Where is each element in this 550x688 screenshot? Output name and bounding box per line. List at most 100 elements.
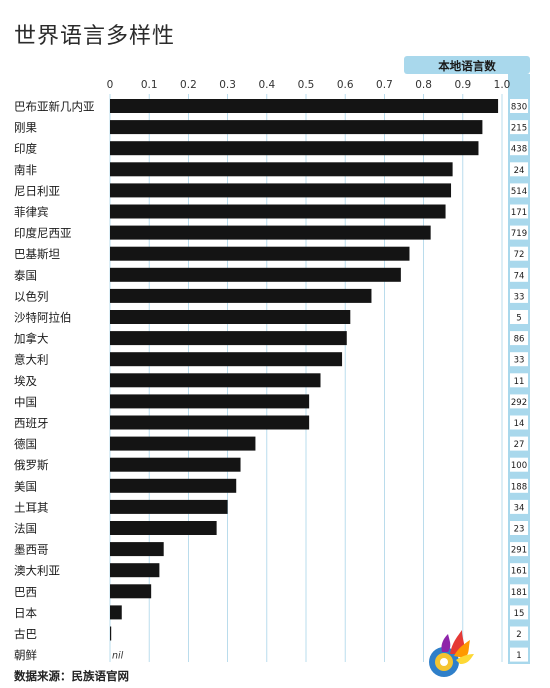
bar — [110, 141, 479, 156]
count-column-strip — [508, 74, 530, 664]
category-label: 菲律宾 — [14, 205, 49, 219]
bar — [110, 352, 343, 367]
count-cell-bg — [510, 99, 528, 113]
chart-title: 世界语言多样性 — [14, 24, 176, 49]
x-tick-label: 0.6 — [337, 79, 354, 91]
language-count: 24 — [514, 166, 525, 176]
category-label: 巴布亚新几内亚 — [14, 100, 95, 114]
category-label: 巴西 — [14, 585, 37, 599]
count-cell-bg — [510, 288, 528, 303]
bar — [110, 204, 446, 219]
count-cell-bg — [510, 120, 528, 135]
count-cell-bg — [510, 225, 528, 240]
bar — [110, 331, 347, 346]
bar — [110, 542, 164, 557]
x-tick-label: 0.8 — [415, 79, 432, 91]
nil-label: nil — [112, 651, 124, 662]
category-label: 古巴 — [14, 627, 37, 641]
bar — [110, 626, 112, 641]
category-label: 德国 — [14, 437, 37, 451]
category-label: 沙特阿拉伯 — [14, 311, 72, 325]
logo-icon — [429, 630, 474, 677]
bar — [110, 394, 310, 409]
count-cell-bg — [510, 626, 528, 641]
count-cell-bg — [510, 415, 528, 430]
count-cell-bg — [510, 647, 528, 662]
x-tick-label: 1.0 — [494, 79, 511, 91]
x-tick-label: 0.9 — [454, 79, 471, 91]
bar — [110, 99, 499, 113]
count-column-header: 本地语言数 — [438, 59, 496, 73]
category-label: 美国 — [14, 479, 37, 493]
count-cell-bg — [510, 542, 528, 557]
bar — [110, 310, 351, 324]
count-cell-bg — [510, 246, 528, 261]
category-label: 西班牙 — [14, 416, 49, 430]
category-label: 土耳其 — [14, 500, 49, 514]
bar — [110, 120, 483, 135]
x-tick-label: 0.1 — [141, 79, 158, 91]
data-source-note: 数据来源：民族语官网 — [14, 669, 129, 683]
language-count: 33 — [514, 356, 525, 366]
language-count: 34 — [514, 503, 525, 513]
bar — [110, 246, 410, 261]
language-count: 14 — [514, 419, 525, 429]
language-count: 23 — [514, 525, 525, 535]
count-cell-bg — [510, 436, 528, 451]
bar — [110, 183, 452, 198]
count-cell-bg — [510, 584, 528, 599]
count-column-header-bg — [404, 56, 530, 74]
category-label: 澳大利亚 — [14, 564, 60, 578]
language-count: 291 — [511, 546, 527, 556]
bar — [110, 162, 453, 177]
bar — [110, 225, 431, 240]
count-cell-bg — [510, 310, 528, 324]
language-count: 292 — [511, 398, 527, 408]
language-count: 74 — [514, 271, 525, 281]
language-count: 11 — [514, 377, 525, 387]
bar — [110, 415, 310, 430]
language-count: 27 — [514, 440, 525, 450]
count-cell-bg — [510, 183, 528, 198]
count-cell-bg — [510, 162, 528, 177]
category-label: 日本 — [14, 606, 37, 620]
category-label: 埃及 — [14, 374, 37, 388]
x-tick-label: 0 — [107, 79, 114, 91]
category-label: 俄罗斯 — [14, 458, 49, 472]
bar — [110, 373, 321, 388]
language-count: 5 — [516, 314, 521, 324]
language-count: 86 — [514, 335, 525, 345]
count-cell-bg — [510, 352, 528, 367]
language-count: 161 — [511, 567, 527, 577]
language-count: 830 — [511, 103, 527, 113]
bar — [110, 288, 372, 303]
language-count: 438 — [511, 145, 527, 155]
count-cell-bg — [510, 457, 528, 472]
count-cell-bg — [510, 331, 528, 346]
bar — [110, 563, 160, 578]
category-label: 泰国 — [14, 268, 37, 282]
count-cell-bg — [510, 373, 528, 388]
bar — [110, 521, 217, 535]
count-cell-bg — [510, 478, 528, 493]
language-count: 188 — [511, 482, 527, 492]
category-label: 尼日利亚 — [14, 184, 60, 198]
count-cell-bg — [510, 605, 528, 620]
bar — [110, 267, 401, 282]
language-count: 719 — [511, 229, 527, 239]
bar — [110, 478, 237, 493]
language-count: 215 — [511, 124, 527, 134]
category-label: 印度 — [14, 142, 37, 156]
x-tick-label: 0.5 — [298, 79, 315, 91]
bar — [110, 499, 228, 514]
count-cell-bg — [510, 563, 528, 578]
language-count: 15 — [514, 609, 525, 619]
count-cell-bg — [510, 521, 528, 535]
category-label: 加拿大 — [14, 332, 49, 346]
category-label: 刚果 — [14, 121, 37, 135]
count-cell-bg — [510, 394, 528, 409]
language-count: 181 — [511, 588, 527, 598]
bar — [110, 605, 122, 620]
category-label: 朝鲜 — [14, 648, 37, 662]
x-tick-label: 0.3 — [219, 79, 236, 91]
